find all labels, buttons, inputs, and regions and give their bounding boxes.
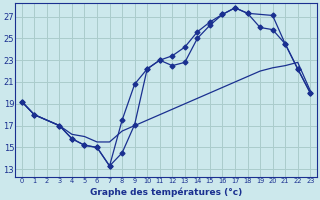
X-axis label: Graphe des températures (°c): Graphe des températures (°c) — [90, 187, 242, 197]
